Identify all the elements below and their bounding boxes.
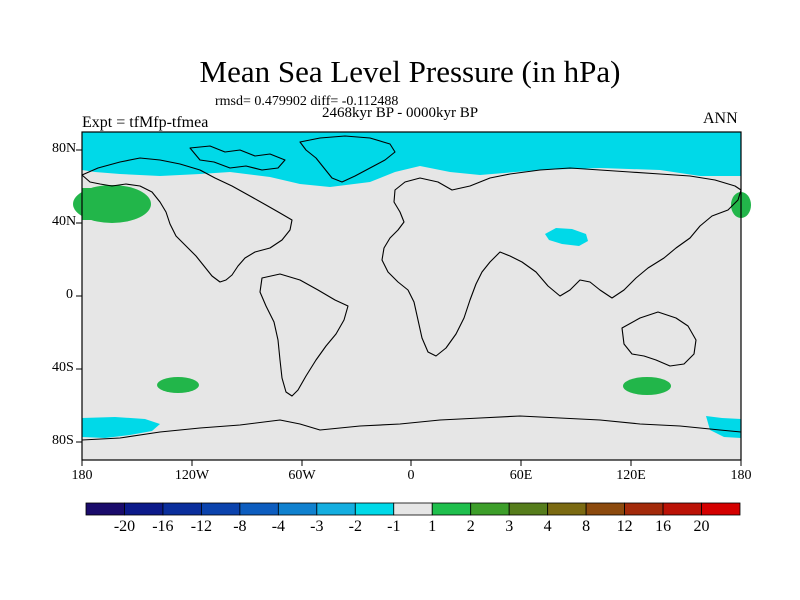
- coastline-australia: [621, 311, 697, 367]
- colorbar-label: 16: [655, 518, 672, 535]
- lat-label-0: 0: [66, 287, 73, 302]
- map-title: Mean Sea Level Pressure (in hPa): [199, 54, 621, 89]
- lon-label-120e: 120E: [616, 468, 646, 483]
- coastline-arctic-islands: [189, 145, 286, 171]
- colorbar-box: [162, 502, 202, 516]
- colorbar-box: [201, 502, 241, 516]
- colorbar-box: [354, 502, 395, 516]
- colorbar-box: [239, 502, 279, 516]
- colorbar-label: -16: [152, 518, 174, 535]
- antarctic-negative-region-west: [82, 417, 160, 438]
- lat-label-40s: 40S: [52, 360, 74, 375]
- central-asia-negative-region: [545, 228, 588, 246]
- colorbar-label: 4: [543, 518, 552, 535]
- lon-label-0: 0: [407, 468, 415, 483]
- colorbar-box: [431, 502, 472, 516]
- colorbar: [85, 502, 741, 516]
- coastline-south-america: [259, 273, 349, 397]
- colorbar-label: -2: [348, 518, 362, 535]
- period-label: 2468kyr BP - 0000kyr BP: [322, 105, 479, 121]
- lon-label-120w: 120W: [174, 468, 210, 483]
- coastline-north-america: [81, 157, 293, 283]
- coastline-antarctica: [81, 415, 742, 441]
- lon-label-180-right: 180: [730, 468, 752, 483]
- colorbar-box: [662, 502, 702, 516]
- colorbar-label: 20: [693, 518, 710, 535]
- colorbar-box: [85, 502, 125, 516]
- coastlines: [81, 135, 742, 441]
- colorbar-label: 12: [616, 518, 633, 535]
- lat-label-40n: 40N: [52, 214, 77, 229]
- colorbar-label: -3: [310, 518, 324, 535]
- colorbar-label: -1: [387, 518, 401, 535]
- season-label: ANN: [703, 110, 738, 127]
- antarctic-negative-region-east: [706, 416, 741, 438]
- colorbar-box: [277, 502, 318, 516]
- lon-label-60e: 60E: [509, 468, 533, 483]
- map-ticks: [76, 149, 742, 466]
- colorbar-label: 3: [505, 518, 514, 535]
- arctic-negative-region: [82, 132, 741, 187]
- colorbar-box: [316, 502, 356, 516]
- colorbar-label: 2: [466, 518, 475, 535]
- colorbar-box: [701, 502, 741, 516]
- colorbar-box: [508, 502, 549, 516]
- coastline-greenland: [299, 135, 396, 183]
- north-pacific-positive-region-west-edge: [82, 188, 112, 220]
- colorbar-box: [624, 502, 664, 516]
- colorbar-box: [547, 502, 587, 516]
- colorbar-label: 8: [582, 518, 591, 535]
- south-indian-positive-region: [623, 377, 671, 395]
- colorbar-box: [124, 502, 164, 516]
- colorbar-label: -8: [233, 518, 247, 535]
- stats-label: rmsd= 0.479902 diff= -0.112488: [215, 94, 399, 109]
- experiment-label: Expt = tfMfp-tfmea: [82, 114, 209, 131]
- south-pacific-positive-region: [157, 377, 199, 393]
- colorbar-label: -4: [271, 518, 286, 535]
- lat-label-80n: 80N: [52, 141, 77, 156]
- coastline-eurasia-africa: [381, 167, 742, 357]
- lat-label-80s: 80S: [52, 433, 74, 448]
- colorbar-box: [393, 502, 433, 516]
- colorbar-box: [585, 502, 625, 516]
- colorbar-label: 1: [428, 518, 437, 535]
- lon-label-180-left: 180: [71, 468, 93, 483]
- colorbar-label: -20: [113, 518, 136, 535]
- lon-label-60w: 60W: [288, 468, 316, 483]
- colorbar-label: -12: [190, 518, 213, 535]
- colorbar-box: [470, 502, 510, 516]
